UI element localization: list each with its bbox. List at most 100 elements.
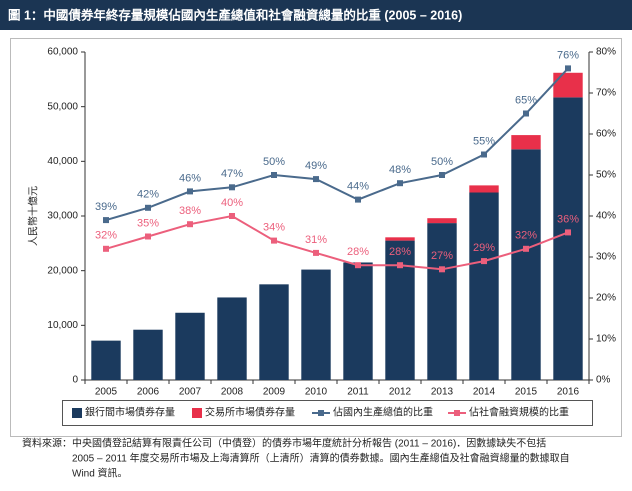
chart-frame xyxy=(10,38,622,437)
x-tick-label: 2014 xyxy=(473,387,496,398)
data-label: 28% xyxy=(347,246,369,258)
legend-swatch xyxy=(318,410,324,416)
legend-label: 佔社會融資規模的比重 xyxy=(469,406,569,419)
bar xyxy=(301,269,331,380)
data-label: 50% xyxy=(263,156,285,168)
y2-tick-label: 60% xyxy=(596,129,616,140)
marker xyxy=(397,180,403,187)
y-tick-label: 50,000 xyxy=(47,101,78,112)
y-axis-label: 人民幣十億元 xyxy=(27,186,40,246)
y2-tick-label: 20% xyxy=(596,293,616,304)
legend-swatch xyxy=(72,408,82,418)
data-label: 65% xyxy=(515,94,537,106)
source-line: 2005 – 2011 年度交易所市場及上海清算所（上清所）清算的債券數據。國內… xyxy=(72,452,570,465)
title-bar xyxy=(0,0,632,30)
x-tick-label: 2006 xyxy=(137,387,160,398)
chart-title: 圖 1：中國債券年終存量規模佔國內生產總值和社會融資總量的比重 (2005 – … xyxy=(8,7,462,22)
marker xyxy=(439,172,445,178)
legend-label: 佔國內生產總值的比重 xyxy=(333,406,433,419)
bar xyxy=(385,240,415,380)
data-label: 40% xyxy=(221,197,243,209)
x-tick-label: 2005 xyxy=(95,387,118,398)
x-tick-label: 2008 xyxy=(221,387,244,398)
data-label: 35% xyxy=(137,217,159,229)
marker xyxy=(481,151,487,158)
marker xyxy=(565,229,571,236)
y-tick-label: 0 xyxy=(72,375,78,386)
data-label: 28% xyxy=(389,246,411,258)
data-label: 31% xyxy=(305,234,327,246)
y2-tick-label: 50% xyxy=(596,170,616,181)
bar xyxy=(469,185,499,193)
bar xyxy=(91,340,121,380)
x-tick-label: 2013 xyxy=(431,387,454,398)
bar xyxy=(133,329,163,380)
bar xyxy=(217,297,247,380)
data-label: 29% xyxy=(473,242,495,254)
x-tick-label: 2015 xyxy=(515,387,538,398)
bar xyxy=(553,72,583,98)
source-line: Wind 資訊。 xyxy=(72,467,128,480)
data-label: 49% xyxy=(305,160,327,172)
bar xyxy=(427,218,457,224)
data-label: 27% xyxy=(431,250,453,262)
bar xyxy=(343,262,373,380)
marker xyxy=(145,204,151,211)
line xyxy=(105,214,569,271)
bar xyxy=(511,135,541,150)
y-tick-label: 40,000 xyxy=(47,156,78,167)
x-tick-label: 2012 xyxy=(389,387,412,398)
x-tick-label: 2007 xyxy=(179,387,202,398)
marker xyxy=(355,262,361,269)
data-label: 55% xyxy=(473,135,495,147)
marker xyxy=(187,188,193,195)
y2-tick-label: 0% xyxy=(596,375,611,386)
x-tick-label: 2010 xyxy=(305,387,328,398)
marker xyxy=(439,266,445,273)
marker xyxy=(313,176,319,183)
data-label: 50% xyxy=(431,156,453,168)
bar xyxy=(469,192,499,380)
marker xyxy=(313,249,319,256)
marker xyxy=(481,258,487,265)
y-tick-label: 20,000 xyxy=(47,265,78,276)
bar xyxy=(553,97,583,380)
y2-tick-label: 10% xyxy=(596,334,616,345)
marker xyxy=(523,245,529,252)
bar xyxy=(511,149,541,380)
data-label: 42% xyxy=(137,189,159,201)
data-label: 39% xyxy=(95,201,117,213)
marker xyxy=(397,262,403,269)
data-label: 44% xyxy=(347,181,369,193)
data-label: 32% xyxy=(95,230,117,242)
legend-box xyxy=(62,400,593,426)
marker xyxy=(523,110,529,117)
marker xyxy=(355,196,361,203)
y-tick-label: 60,000 xyxy=(47,47,78,58)
x-tick-label: 2009 xyxy=(263,387,286,398)
marker xyxy=(103,245,109,252)
data-label: 76% xyxy=(557,49,579,61)
data-label: 34% xyxy=(263,222,285,234)
marker xyxy=(103,217,109,224)
source-line: 資料來源：中央國債登記結算有限責任公司（中債登）的債券市場年度統計分析報告 (2… xyxy=(22,437,546,450)
y2-tick-label: 30% xyxy=(596,252,616,263)
marker xyxy=(187,221,193,228)
y2-tick-label: 40% xyxy=(596,211,616,222)
data-label: 47% xyxy=(221,168,243,180)
bar xyxy=(175,312,205,380)
marker xyxy=(229,213,235,219)
y-tick-label: 30,000 xyxy=(47,211,78,222)
marker xyxy=(145,233,151,240)
data-label: 46% xyxy=(179,172,201,184)
y2-tick-label: 70% xyxy=(596,88,616,99)
bar xyxy=(385,237,415,241)
marker xyxy=(271,172,277,178)
legend-label: 交易所市場債券存量 xyxy=(205,406,295,419)
x-tick-label: 2011 xyxy=(347,387,369,398)
data-label: 48% xyxy=(389,164,411,176)
y2-tick-label: 80% xyxy=(596,47,616,58)
marker xyxy=(229,184,235,191)
